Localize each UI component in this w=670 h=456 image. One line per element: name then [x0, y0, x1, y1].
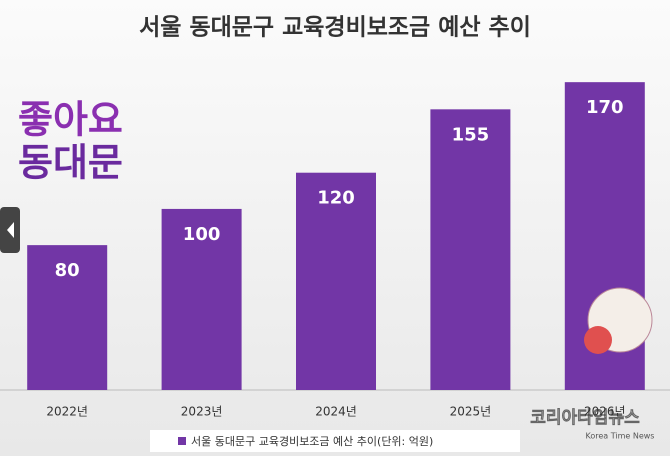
value-label: 80 [55, 260, 80, 281]
x-tick-label: 2025년 [450, 405, 492, 419]
watermark: 코리아타임뉴스 [530, 407, 640, 428]
value-label: 170 [586, 97, 624, 118]
mascot-heart [584, 326, 612, 354]
value-label: 155 [452, 124, 490, 145]
x-tick-label: 2023년 [181, 405, 223, 419]
value-label: 120 [317, 188, 355, 209]
legend-swatch [178, 437, 186, 445]
watermark-sub: Korea Time News [586, 432, 655, 441]
bar [296, 172, 376, 390]
x-tick-label: 2024년 [315, 405, 357, 419]
bar [27, 245, 108, 390]
x-tick-label: 2022년 [46, 405, 88, 419]
logo-text: 동대문 [18, 141, 123, 185]
legend-box [150, 430, 520, 452]
bar [430, 109, 511, 390]
value-label: 100 [183, 224, 221, 245]
x-tick-label: 2026년 [584, 405, 626, 419]
chart-title: 서울 동대문구 교육경비보조금 예산 추이 [139, 15, 531, 41]
logo-text: 좋아요 [18, 98, 123, 142]
bar [161, 208, 242, 390]
prev-arrow [7, 222, 14, 238]
legend-label: 서울 동대문구 교육경비보조금 예산 추이(단위: 억원) [191, 435, 433, 448]
